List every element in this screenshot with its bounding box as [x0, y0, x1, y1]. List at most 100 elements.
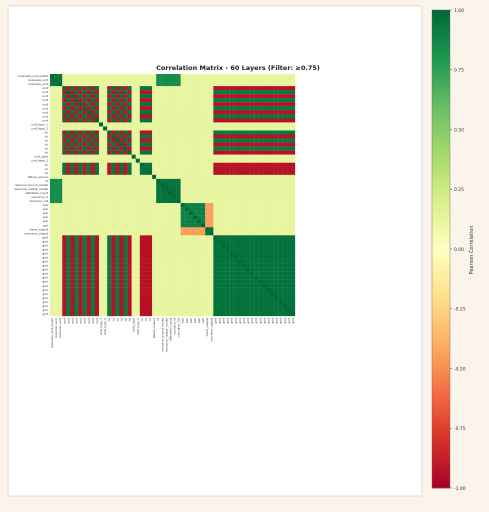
- heatmap-cell: [168, 122, 173, 127]
- heatmap-cell: [164, 291, 169, 296]
- heatmap-cell: [258, 102, 263, 107]
- col-label: unit: [87, 317, 91, 323]
- heatmap-cell: [148, 231, 153, 236]
- heatmap-cell: [70, 118, 75, 123]
- heatmap-cell: [246, 98, 251, 103]
- heatmap-cell: [58, 311, 63, 317]
- heatmap-cell: [225, 199, 230, 204]
- heatmap-cell: [176, 142, 181, 147]
- heatmap-cell: [258, 166, 263, 171]
- heatmap-cell: [258, 311, 263, 317]
- heatmap-cell: [201, 203, 206, 208]
- heatmap-cell: [213, 303, 218, 309]
- heatmap-cell: [123, 190, 128, 196]
- heatmap-cell: [197, 239, 202, 244]
- heatmap-cell: [172, 142, 177, 147]
- heatmap-cell: [135, 251, 140, 256]
- heatmap-cell: [241, 94, 247, 99]
- heatmap-cell: [99, 207, 104, 212]
- heatmap-cell: [78, 86, 83, 91]
- heatmap-cell: [290, 255, 296, 260]
- heatmap-cell: [99, 303, 104, 309]
- heatmap-cell: [213, 251, 218, 256]
- heatmap-cell: [148, 203, 153, 208]
- heatmap-cell: [152, 247, 157, 252]
- heatmap-cell: [237, 74, 243, 79]
- heatmap-cell: [123, 231, 128, 236]
- heatmap-cell: [225, 142, 230, 147]
- heatmap-cell: [282, 259, 287, 264]
- heatmap-cell: [241, 102, 247, 107]
- heatmap-cell: [143, 251, 149, 256]
- heatmap-cell: [270, 82, 275, 87]
- colorbar-segment: [432, 336, 450, 341]
- heatmap-cell: [286, 275, 292, 280]
- heatmap-cell: [172, 178, 177, 184]
- heatmap-cell: [266, 146, 271, 151]
- heatmap-cell: [290, 158, 296, 163]
- heatmap-cell: [209, 195, 214, 200]
- heatmap-cell: [70, 166, 75, 171]
- heatmap-cell: [250, 146, 255, 151]
- heatmap-cell: [50, 78, 55, 83]
- heatmap-cell: [119, 130, 124, 135]
- heatmap-cell: [111, 235, 116, 240]
- heatmap-cell: [209, 154, 214, 159]
- heatmap-cell: [107, 142, 112, 147]
- heatmap-cell: [180, 211, 185, 216]
- heatmap-cell: [160, 166, 165, 171]
- heatmap-cell: [205, 142, 210, 147]
- heatmap-cell: [164, 130, 169, 135]
- heatmap-cell: [164, 283, 169, 288]
- heatmap-cell: [197, 186, 202, 192]
- col-label: grid: [226, 318, 230, 324]
- heatmap-cell: [135, 307, 140, 313]
- heatmap-cell: [148, 247, 153, 252]
- heatmap-cell: [209, 259, 214, 264]
- heatmap-cell: [107, 235, 112, 240]
- heatmap-cell: [180, 74, 185, 79]
- heatmap-cell: [66, 134, 71, 139]
- heatmap-cell: [270, 203, 275, 208]
- heatmap-cell: [111, 114, 116, 119]
- col-label: lvl: [115, 318, 119, 322]
- heatmap-cell: [197, 219, 202, 224]
- heatmap-cell: [262, 102, 267, 107]
- heatmap-cell: [86, 207, 91, 212]
- heatmap-cell: [164, 138, 169, 143]
- heatmap-cell: [66, 142, 71, 147]
- heatmap-cell: [246, 154, 251, 159]
- heatmap-cell: [115, 263, 120, 268]
- heatmap-cell: [286, 303, 292, 309]
- heatmap-cell: [274, 90, 279, 95]
- heatmap-cell: [131, 178, 136, 184]
- heatmap-cell: [266, 90, 271, 95]
- heatmap-cell: [246, 223, 251, 228]
- heatmap-cell: [127, 275, 132, 280]
- row-label: lvl: [45, 171, 49, 175]
- heatmap-cell: [103, 178, 108, 184]
- heatmap-cell: [86, 110, 91, 115]
- heatmap-cell: [192, 207, 198, 212]
- heatmap-cell: [241, 186, 247, 192]
- colorbar-segment: [432, 197, 450, 202]
- heatmap-cell: [164, 255, 169, 260]
- heatmap-cell: [241, 311, 247, 317]
- heatmap-cell: [90, 78, 96, 83]
- heatmap-cell: [290, 74, 296, 79]
- row-label: grid: [42, 276, 48, 280]
- heatmap-cell: [221, 275, 226, 280]
- heatmap-cell: [229, 259, 234, 264]
- heatmap-cell: [221, 283, 226, 288]
- heatmap-cell: [168, 307, 173, 313]
- heatmap-cell: [78, 166, 83, 171]
- heatmap-cell: [115, 82, 120, 87]
- heatmap-cell: [115, 207, 120, 212]
- heatmap-cell: [148, 211, 153, 216]
- heatmap-cell: [225, 190, 230, 196]
- heatmap-cell: [237, 311, 243, 317]
- heatmap-cell: [103, 190, 108, 196]
- heatmap-cell: [278, 134, 283, 139]
- heatmap-cell: [233, 174, 238, 180]
